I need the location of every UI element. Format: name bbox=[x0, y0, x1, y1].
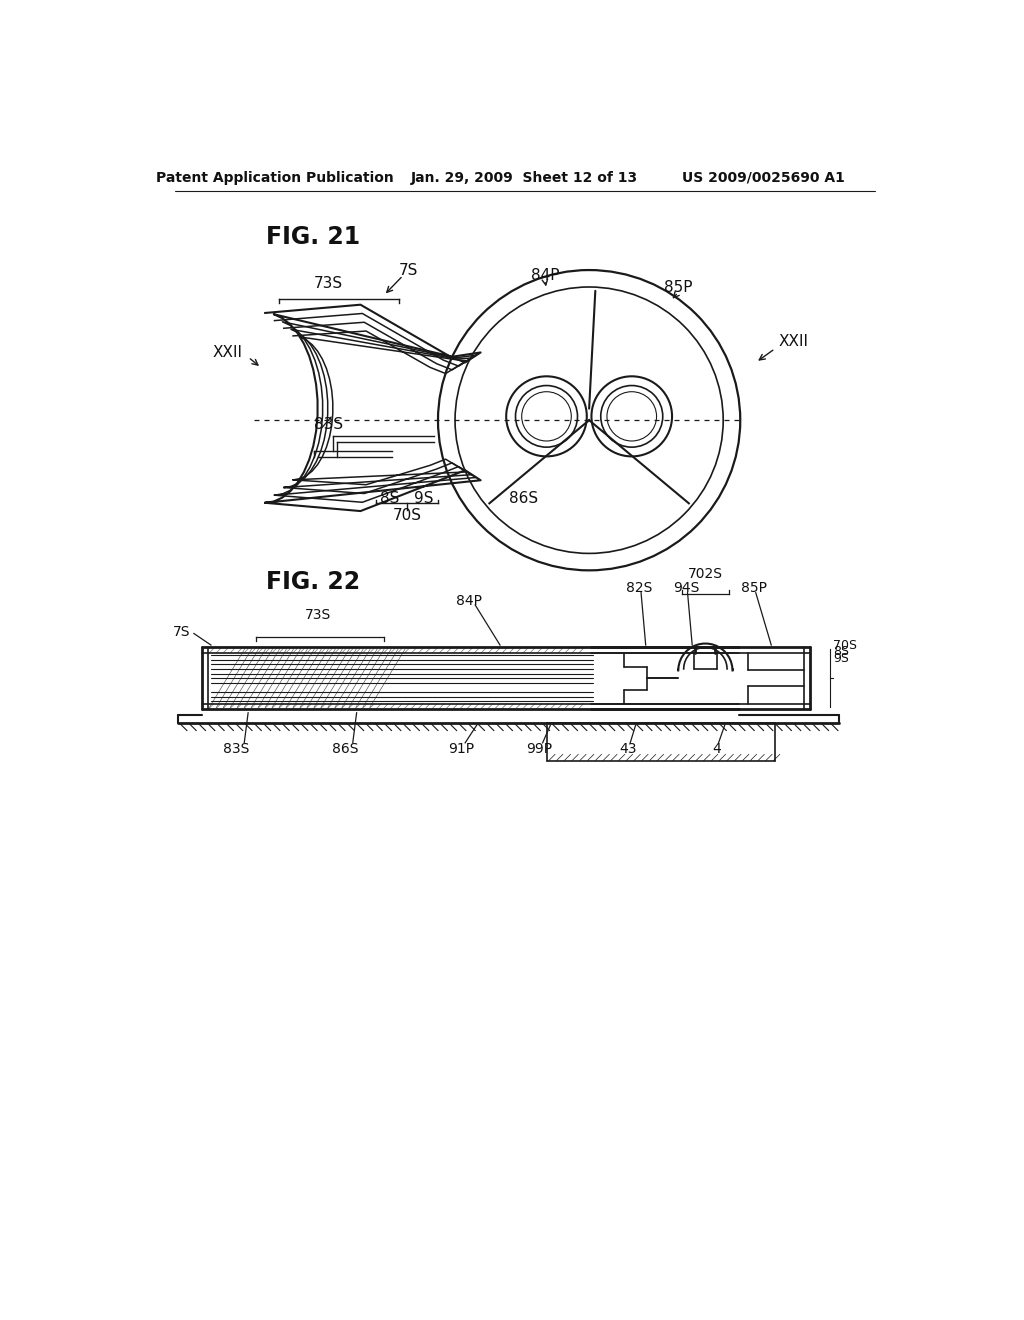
Text: Jan. 29, 2009  Sheet 12 of 13: Jan. 29, 2009 Sheet 12 of 13 bbox=[412, 170, 638, 185]
Text: 8S: 8S bbox=[834, 644, 849, 657]
Text: 82S: 82S bbox=[627, 581, 652, 595]
Text: 702S: 702S bbox=[688, 568, 723, 581]
Text: 99P: 99P bbox=[525, 742, 552, 756]
Text: 85P: 85P bbox=[664, 280, 692, 296]
Text: 85P: 85P bbox=[741, 581, 767, 595]
Text: FIG. 22: FIG. 22 bbox=[266, 570, 360, 594]
Text: 83S: 83S bbox=[314, 417, 343, 432]
Text: 4: 4 bbox=[713, 742, 721, 756]
Text: 8S: 8S bbox=[380, 491, 399, 507]
Text: 73S: 73S bbox=[313, 276, 342, 290]
Text: XXII: XXII bbox=[213, 345, 243, 360]
Text: 94S: 94S bbox=[673, 581, 699, 595]
Text: 70S: 70S bbox=[392, 508, 422, 523]
Text: 43: 43 bbox=[620, 742, 637, 756]
Text: 86S: 86S bbox=[509, 491, 538, 507]
Text: 91P: 91P bbox=[449, 742, 474, 756]
Text: 9S: 9S bbox=[415, 491, 434, 507]
Text: 73S: 73S bbox=[305, 609, 331, 622]
Text: 84P: 84P bbox=[456, 594, 482, 609]
Text: XXII: XXII bbox=[779, 334, 809, 350]
Text: 7S: 7S bbox=[399, 263, 418, 277]
Text: 70S: 70S bbox=[834, 639, 857, 652]
Text: 83S: 83S bbox=[223, 742, 250, 756]
Text: FIG. 21: FIG. 21 bbox=[266, 224, 360, 249]
Text: Patent Application Publication: Patent Application Publication bbox=[157, 170, 394, 185]
Text: 84P: 84P bbox=[530, 268, 559, 282]
Text: 86S: 86S bbox=[332, 742, 358, 756]
Text: 7S: 7S bbox=[172, 624, 190, 639]
Text: 9S: 9S bbox=[834, 652, 849, 665]
Text: US 2009/0025690 A1: US 2009/0025690 A1 bbox=[682, 170, 845, 185]
